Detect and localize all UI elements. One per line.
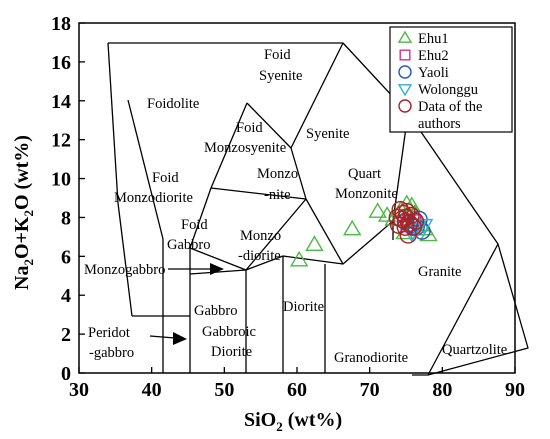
ehu1-point (377, 206, 397, 222)
field-boundaries (107, 42, 529, 376)
monzonite-boundary (210, 187, 307, 200)
wolonggu-point (414, 218, 434, 235)
data-of-the-authors-point (397, 208, 415, 227)
y-tick-label: 6 (61, 246, 71, 268)
label-monzodiorite-2: -diorite (238, 248, 281, 264)
monzodiorite-side (245, 198, 307, 271)
monzogabbro-base (189, 255, 344, 275)
label-foid-monzodiorite-1: Foid (152, 170, 179, 186)
label-peridot-gabbro-2: -gabbro (89, 345, 134, 361)
y-tick-label: 4 (61, 285, 71, 307)
legend-label-ehu2: Ehu2 (418, 48, 449, 64)
y-tick-label: 14 (51, 91, 71, 113)
x-tick-label: 30 (69, 379, 89, 401)
ehu1-point (289, 250, 309, 267)
label-quartz-monzonite-1: Quart (348, 166, 381, 182)
legend-marker-data-of-the (398, 99, 412, 113)
label-granite: Granite (418, 264, 461, 280)
label-gabbroic-diorite-2: Diorite (211, 344, 252, 360)
label-monzogabbro: Monzogabbro (84, 262, 165, 278)
legend-marker-ehu2 (399, 49, 411, 61)
foidolite-divider (127, 99, 164, 240)
y-tick-label: 12 (51, 130, 71, 152)
quartzolite-divider (427, 243, 499, 376)
label-gabbroic-diorite-1: Gabbroic (202, 324, 256, 340)
data-of-the-authors-point (388, 208, 406, 227)
x-tick-label: 50 (214, 379, 234, 401)
legend-marker-yaoli (398, 65, 412, 79)
label-foid-syenite-1: Foid (264, 47, 291, 63)
ehu1-point (343, 219, 362, 236)
pointer-arrows (149, 263, 224, 345)
data-of-the-authors-point (394, 204, 412, 223)
label-foid-monzodiorite-2: Monzodiorite (114, 190, 193, 206)
label-quartz-monzonite-2: Monzonite (335, 186, 398, 202)
label-diorite: Diorite (283, 299, 324, 315)
label-monzonite-2: -nite (264, 187, 291, 203)
legend-label-wolonggu: Wolonggu (418, 82, 478, 98)
ehu1-point (305, 235, 324, 251)
y-tick-label: 18 (51, 13, 71, 35)
label-monzodiorite-1: Monzo (240, 228, 281, 244)
y-tick-label: 10 (51, 169, 71, 191)
legend-marker-ehu1 (397, 30, 413, 43)
data-of-the-authors-point (406, 212, 425, 231)
x-axis: 30 40 50 60 70 80 90 (69, 367, 525, 401)
label-foid-gabbro-1: Foid (181, 217, 208, 233)
x-tick-label: 40 (142, 379, 162, 401)
x-tick-label: 60 (287, 379, 307, 401)
legend-label-data-of-the: Data of the (418, 99, 482, 115)
x-tick-label: 80 (432, 379, 452, 401)
label-foid-monzosyenite-1: Foid (236, 120, 263, 136)
label-foid-gabbro-2: Gabbro (167, 237, 211, 253)
label-peridot-gabbro-1: Peridot (88, 325, 130, 341)
y-axis: 0 2 4 6 8 10 12 14 16 18 (51, 13, 85, 385)
x-tick-label: 90 (505, 379, 525, 401)
ehu1-point (368, 202, 387, 218)
legend-label-data-of-the-line2: authors (418, 116, 461, 132)
data-points (289, 194, 438, 267)
peridot-arrowhead (173, 332, 187, 345)
y-tick-label: 2 (61, 324, 71, 346)
label-foid-monzosyenite-2: Monzosyenite (204, 140, 286, 156)
label-monzonite-1: Monzo (257, 166, 298, 182)
y-tick-label: 16 (51, 52, 71, 74)
legend-label-ehu1: Ehu1 (418, 31, 449, 47)
monzodiorite-top (189, 247, 247, 271)
label-quartzolite: Quartzolite (442, 342, 507, 358)
y-axis-title: Na2O+K2O (wt%) (11, 135, 36, 290)
field-labels: Foid Syenite Foidolite Foid Monzosyenite… (84, 47, 507, 366)
monzogabbro-arrowhead (210, 263, 224, 275)
legend-marker-wolonggu (397, 84, 413, 97)
peridot-arrow-line (149, 335, 176, 339)
label-foid-syenite-2: Syenite (259, 68, 303, 84)
alkaline-envelope (107, 42, 133, 317)
label-granodiorite: Granodiorite (334, 350, 408, 366)
x-axis-title: SiO2 (wt%) (244, 409, 342, 434)
legend-label-yaoli: Yaoli (418, 65, 449, 81)
x-tick-label: 70 (360, 379, 380, 401)
label-foidolite: Foidolite (147, 96, 199, 112)
y-tick-label: 8 (61, 207, 71, 229)
label-syenite: Syenite (306, 126, 350, 142)
y-tick-label: 0 (61, 363, 71, 385)
data-of-the-authors-point (399, 226, 417, 244)
legend-box (389, 26, 513, 133)
label-gabbro: Gabbro (194, 303, 238, 319)
